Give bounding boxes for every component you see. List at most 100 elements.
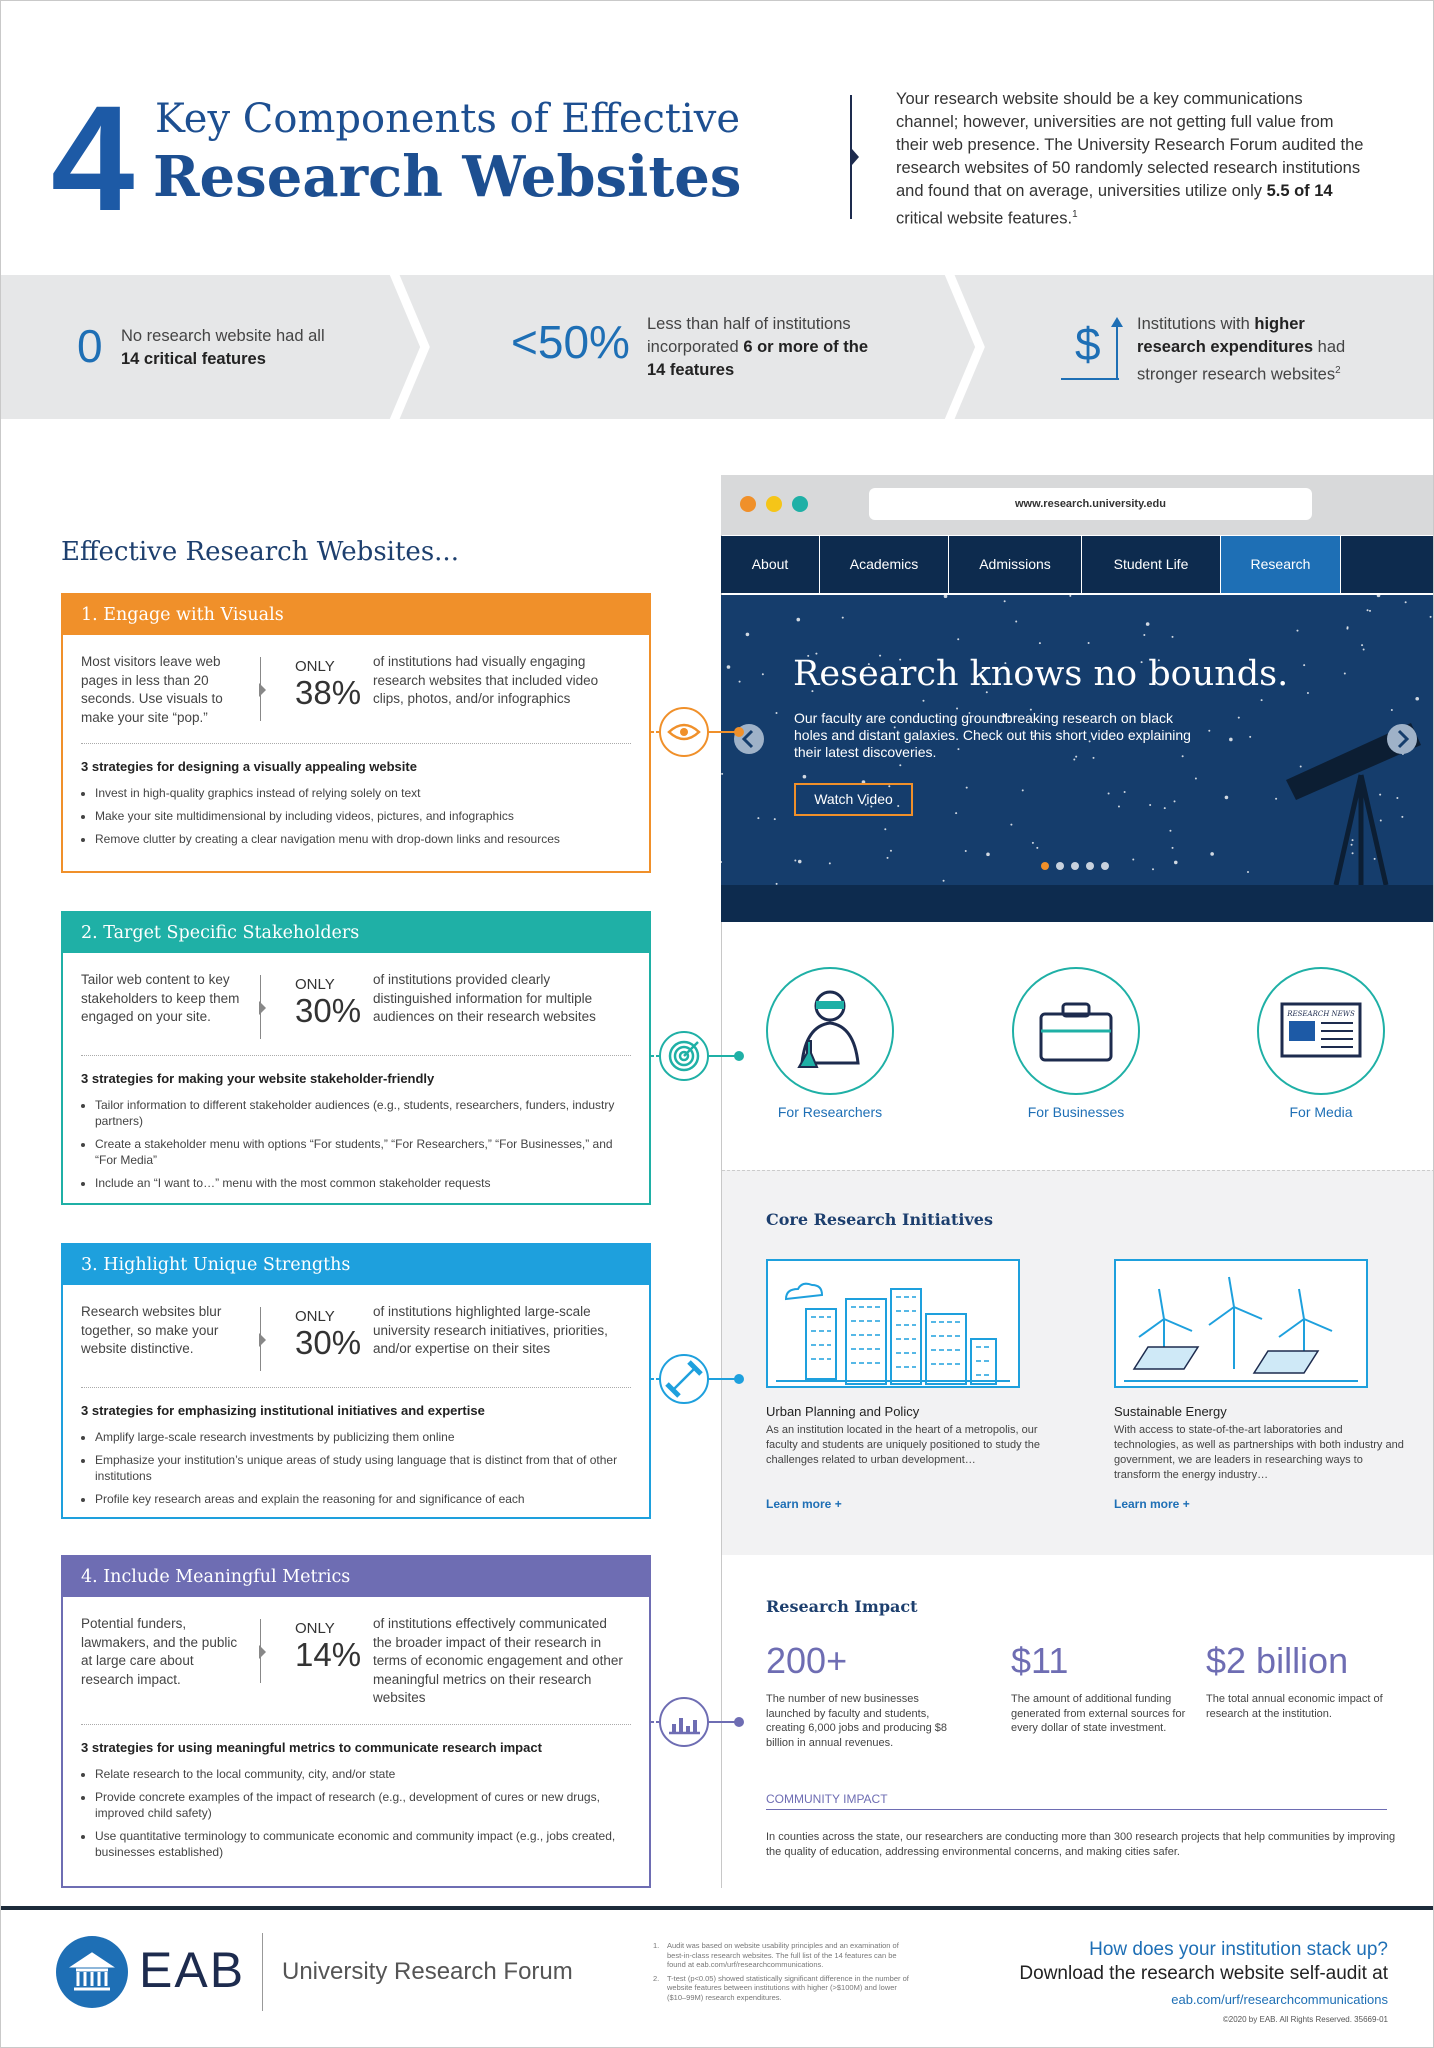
strategy: Include an “I want to…” menu with the mo… [95, 1175, 631, 1191]
card-text: As an institution located in the heart o… [766, 1424, 1040, 1466]
telescope [1286, 723, 1421, 800]
audience-label: For Businesses [1027, 1104, 1125, 1120]
strategies-title: 3 strategies for designing a visually ap… [81, 759, 417, 774]
footnote-number: 1. [653, 1941, 660, 1950]
star [957, 638, 960, 641]
star [1396, 796, 1399, 799]
star [942, 879, 945, 882]
star [1306, 692, 1309, 695]
hero-strip [721, 885, 1433, 922]
star [1346, 627, 1349, 630]
stat-row: Research websites blur together, so make… [81, 1303, 631, 1371]
section-body: Tailor web content to key stakeholders t… [63, 953, 649, 1191]
star [1361, 644, 1364, 647]
section-header: 2. Target Specific Stakeholders [63, 913, 649, 953]
star [721, 772, 724, 775]
card-link: Learn more + [1114, 1497, 1190, 1511]
star [1373, 857, 1376, 860]
star [796, 617, 801, 622]
lead-text: Potential funders, lawmakers, and the pu… [81, 1616, 238, 1687]
band-chevron [388, 269, 430, 425]
dotted-rule [81, 1723, 631, 1725]
logo-building [69, 1952, 115, 1991]
turbine-blades [1138, 1288, 1193, 1338]
bold-text: 14 critical features [121, 350, 266, 368]
star [1362, 648, 1365, 651]
strategies-list: Relate research to the local community, … [81, 1766, 631, 1860]
audience-label: For Media [1289, 1104, 1353, 1120]
star [1379, 819, 1382, 822]
researcher-goggles [816, 1001, 844, 1009]
copyright: ©2020 by EAB. All Rights Reserved. 35669… [1222, 2015, 1388, 2024]
star [886, 856, 889, 859]
star [1075, 755, 1078, 758]
star [1229, 737, 1233, 742]
star [1140, 661, 1143, 664]
core-heading: Core Research Initiatives [766, 1210, 993, 1229]
star [864, 803, 867, 806]
star [899, 658, 902, 661]
footnotes: 1. Audit was based on website usability p… [653, 1941, 915, 2006]
text-run: No research website had all [121, 327, 325, 345]
logo-divider [262, 1933, 263, 2011]
footnote-text: Audit was based on website usability pri… [667, 1941, 899, 1969]
star [1275, 797, 1278, 800]
star [1021, 789, 1024, 792]
strategy: Create a stakeholder menu with options “… [95, 1136, 631, 1168]
dumbbell-end [687, 1360, 703, 1376]
bold-text: 6 or more of the 14 features [647, 338, 868, 379]
stat-divider [259, 1307, 275, 1371]
text-run: 2 [1335, 365, 1341, 376]
title-line-1: Key Components of Effective [155, 96, 741, 142]
dotted-rule [81, 1055, 631, 1056]
briefcase-handle [1061, 1002, 1091, 1018]
text-run: had stronger research websites [1137, 338, 1346, 384]
star [811, 690, 814, 693]
building [805, 1308, 837, 1380]
star [1350, 843, 1353, 846]
star [1163, 807, 1166, 810]
star [1029, 708, 1032, 711]
forum-name: University Research Forum [282, 1958, 573, 1985]
star [1208, 729, 1211, 732]
divider-chevron [259, 1645, 266, 1659]
star [1036, 846, 1039, 849]
divider-chevron [259, 683, 266, 697]
footer-rule [1, 1906, 1433, 1910]
solar-panel [1252, 1350, 1320, 1374]
dotted-rule [81, 743, 631, 744]
strategy: Invest in high-quality graphics instead … [95, 785, 631, 801]
window-dot [740, 496, 756, 512]
only-label: ONLY [295, 1620, 335, 1637]
section-header: 4. Include Meaningful Metrics [63, 1557, 649, 1597]
window-dot [792, 496, 808, 512]
star [1069, 594, 1072, 597]
stat-figure: 0 [77, 320, 103, 372]
only-label: ONLY [295, 658, 335, 675]
star [828, 862, 831, 865]
impact-text: The number of new businesses launched by… [766, 1693, 948, 1749]
pager-dot [1056, 862, 1064, 870]
star [1152, 868, 1155, 871]
stat-description: of institutions effectively communicated… [373, 1616, 623, 1705]
stat-divider [259, 975, 275, 1039]
star [1171, 846, 1174, 849]
stat-text: Institutions with higher research expend… [1137, 313, 1377, 387]
strategies-list: Invest in high-quality graphics instead … [81, 785, 631, 847]
star [879, 654, 882, 657]
impact-text: The amount of additional funding generat… [1011, 1693, 1186, 1734]
star [1010, 823, 1013, 826]
strategies-list: Tailor information to different stakehol… [81, 1097, 631, 1191]
building [925, 1313, 967, 1385]
turbine-blades [1208, 1276, 1263, 1326]
telescope-legs [1333, 774, 1389, 886]
star [1123, 791, 1126, 794]
star [1299, 765, 1302, 768]
star [1210, 852, 1214, 856]
star [1149, 803, 1152, 806]
star [794, 859, 797, 862]
card-frame [766, 1259, 1020, 1388]
impact-figure: $11 [1011, 1640, 1069, 1681]
building [845, 1298, 887, 1385]
solar-panel [1132, 1346, 1200, 1370]
